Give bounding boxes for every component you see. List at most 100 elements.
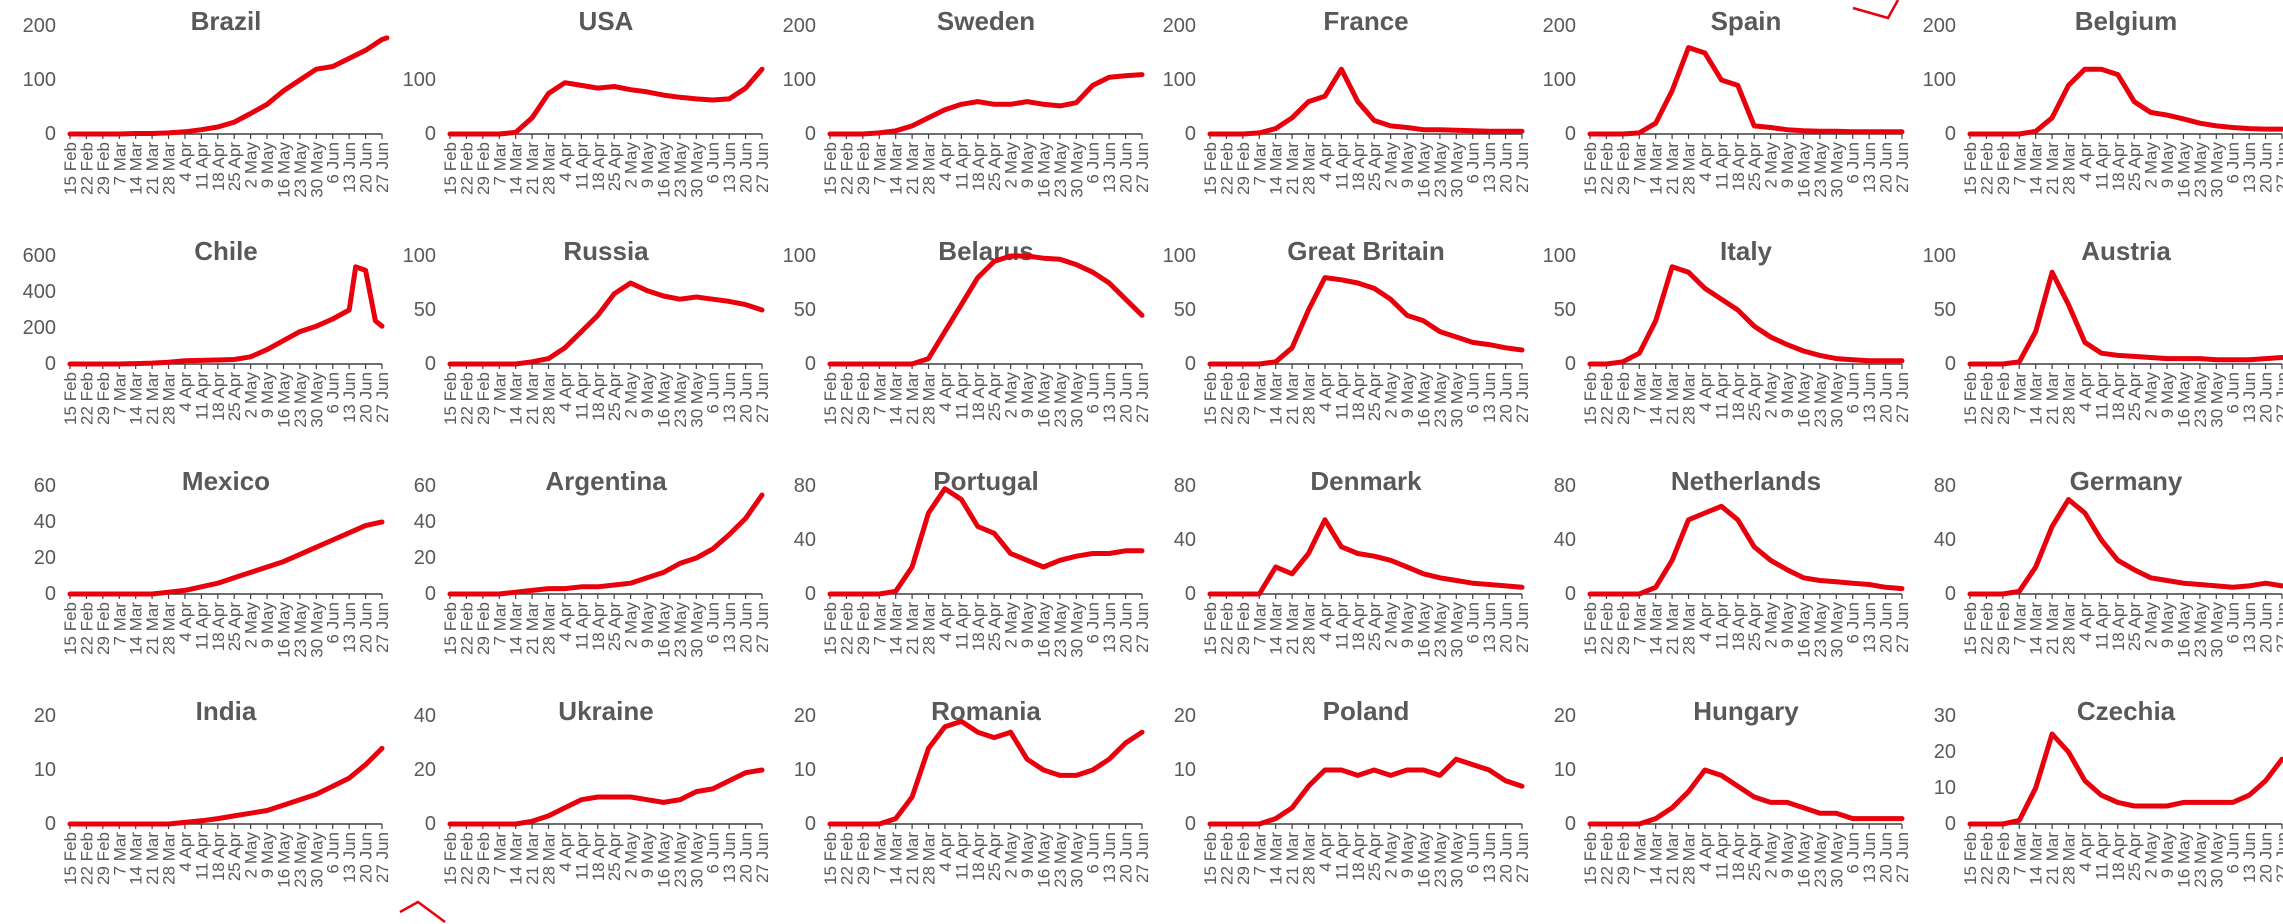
x-tick-label: 4 Apr	[1316, 832, 1335, 872]
y-tick-label: 20	[1554, 705, 1576, 727]
x-tick-label: 23 May	[291, 372, 310, 428]
x-tick-label: 9 May	[258, 372, 277, 419]
x-tick-label: 22 Feb	[1977, 602, 1996, 655]
x-tick-label: 23 May	[1051, 832, 1070, 888]
y-tick-label: 0	[1565, 813, 1576, 835]
chart-title: Italy	[1720, 236, 1773, 266]
x-tick-label: 23 May	[1431, 372, 1450, 428]
x-tick-label: 15 Feb	[1201, 142, 1220, 195]
y-tick-label: 20	[1934, 741, 1956, 763]
x-tick-label: 29 Feb	[854, 602, 873, 655]
x-tick-label: 22 Feb	[457, 142, 476, 195]
x-tick-label: 23 May	[1051, 602, 1070, 658]
x-tick-label: 25 Apr	[985, 372, 1004, 421]
chart-title: Germany	[2070, 466, 2183, 496]
x-tick-label: 4 Apr	[936, 602, 955, 642]
x-tick-label: 28 Mar	[160, 372, 179, 425]
y-tick-label: 0	[1945, 583, 1956, 605]
x-tick-label: 18 Apr	[1729, 372, 1748, 421]
x-tick-label: 20 Jun	[2257, 142, 2276, 193]
y-tick-label: 100	[23, 69, 56, 91]
x-tick-label: 4 Apr	[2076, 602, 2095, 642]
x-tick-label: 13 Jun	[340, 832, 359, 883]
x-tick-label: 13 Jun	[1480, 832, 1499, 883]
x-tick-label: 25 Apr	[1745, 832, 1764, 881]
chart-panel-hungary: Hungary 0 10 20 15 Feb 22 Feb 29 Feb 7 Mar 14 Ma…	[1532, 694, 1912, 924]
x-tick-label: 20 Jun	[1117, 142, 1136, 193]
x-tick-label: 29 Feb	[1234, 602, 1253, 655]
x-tick-label: 15 Feb	[61, 832, 80, 885]
chart-panel-india: India 0 10 20 15 Feb 22 Feb 29 Feb 7 Mar 14 Mar 2…	[12, 694, 392, 924]
x-tick-label: 20 Jun	[1877, 142, 1896, 193]
x-tick-label: 21 Mar	[1663, 832, 1682, 885]
x-tick-label: 18 Apr	[1729, 602, 1748, 651]
x-tick-label: 18 Apr	[2109, 602, 2128, 651]
x-tick-label: 30 May	[1827, 832, 1846, 888]
x-tick-label: 9 May	[1018, 602, 1037, 649]
x-tick-label: 13 Jun	[720, 602, 739, 653]
x-tick-label: 28 Mar	[2060, 602, 2079, 655]
x-tick-label: 11 Apr	[572, 602, 591, 650]
y-tick-label: 20	[794, 705, 816, 727]
x-tick-label: 29 Feb	[1994, 832, 2013, 885]
x-tick-label: 6 Jun	[1844, 602, 1863, 644]
x-tick-label: 4 Apr	[1696, 602, 1715, 642]
x-tick-label: 29 Feb	[474, 372, 493, 425]
x-tick-label: 21 Mar	[1663, 142, 1682, 195]
x-tick-label: 20 Jun	[357, 832, 376, 883]
x-tick-label: 4 Apr	[1316, 142, 1335, 182]
x-tick-label: 15 Feb	[1201, 602, 1220, 655]
x-tick-label: 21 Mar	[1663, 372, 1682, 425]
x-tick-label: 22 Feb	[1217, 142, 1236, 195]
y-tick-label: 100	[403, 69, 436, 91]
x-tick-label: 11 Apr	[1332, 372, 1351, 420]
x-tick-label: 21 Mar	[143, 142, 162, 195]
x-tick-label: 7 Mar	[1630, 372, 1649, 416]
x-tick-label: 11 Apr	[1332, 142, 1351, 190]
x-tick-label: 20 Jun	[737, 832, 756, 883]
x-tick-label: 23 May	[1051, 372, 1070, 428]
x-tick-label: 15 Feb	[821, 602, 840, 655]
y-tick-label: 40	[414, 511, 436, 533]
x-tick-label: 6 Jun	[1464, 372, 1483, 414]
x-tick-label: 13 Jun	[1480, 142, 1499, 193]
x-tick-label: 29 Feb	[474, 142, 493, 195]
chart-title: Hungary	[1693, 696, 1799, 726]
chart-panel-italy: Italy 0 50 100 15 Feb 22 Feb 29 Feb 7 Mar 14 Mar…	[1532, 234, 1912, 464]
x-tick-label: 11 Apr	[2092, 142, 2111, 190]
x-tick-label: 22 Feb	[837, 142, 856, 195]
chart-panel-argentina: Argentina 0 20 40 60 15 Feb 22 Feb 29 Feb 7 Mar 1…	[392, 464, 772, 694]
x-tick-label: 4 Apr	[556, 602, 575, 642]
x-tick-label: 18 Apr	[209, 602, 228, 651]
y-tick-label: 0	[1565, 123, 1576, 145]
x-tick-label: 2 May	[1382, 832, 1401, 879]
chart-title: Brazil	[191, 6, 262, 36]
x-tick-label: 28 Mar	[1680, 832, 1699, 885]
x-tick-label: 21 Mar	[143, 602, 162, 655]
x-tick-label: 22 Feb	[457, 832, 476, 885]
x-tick-label: 9 May	[638, 372, 657, 419]
chart-panel-romania: Romania 0 10 20 15 Feb 22 Feb 29 Feb 7 Mar 14 Ma…	[772, 694, 1152, 924]
x-tick-label: 23 May	[1811, 372, 1830, 428]
y-tick-label: 50	[1554, 299, 1576, 321]
chart-panel-spain: Spain 0 100 200 15 Feb 22 Feb 29 Feb 7 Mar 14 Ma…	[1532, 4, 1912, 234]
x-tick-label: 18 Apr	[589, 832, 608, 881]
x-tick-label: 16 May	[274, 602, 293, 658]
x-tick-label: 2 May	[622, 832, 641, 879]
x-tick-label: 11 Apr	[2092, 372, 2111, 420]
series-line-italy	[1587, 264, 1905, 367]
x-tick-label: 6 Jun	[704, 602, 723, 644]
x-tick-label: 29 Feb	[854, 372, 873, 425]
x-tick-label: 11 Apr	[192, 832, 211, 880]
x-tick-label: 18 Apr	[209, 832, 228, 881]
x-tick-label: 28 Mar	[1300, 602, 1319, 655]
x-tick-label: 9 May	[258, 142, 277, 189]
x-tick-label: 2 May	[242, 832, 261, 879]
x-tick-label: 11 Apr	[1712, 372, 1731, 420]
x-tick-label: 30 May	[1067, 832, 1086, 888]
x-tick-label: 29 Feb	[1614, 602, 1633, 655]
x-tick-label: 21 Mar	[2043, 602, 2062, 655]
x-tick-label: 6 Jun	[324, 832, 343, 874]
